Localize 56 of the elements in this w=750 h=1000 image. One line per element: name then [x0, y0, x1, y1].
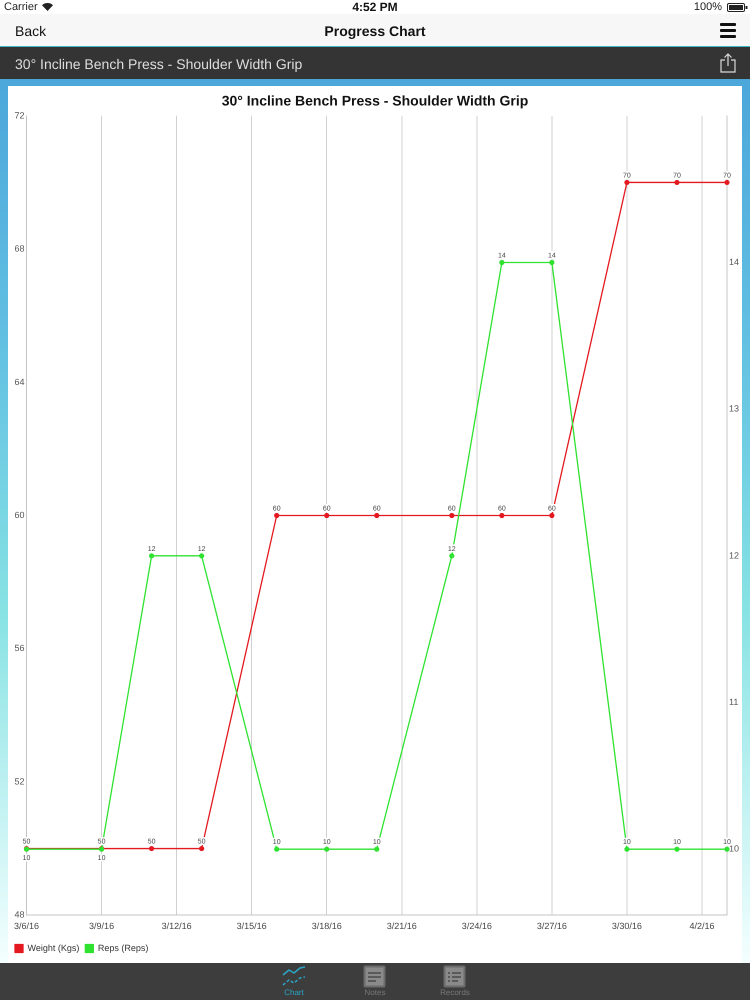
point: [449, 553, 454, 558]
point: [499, 260, 504, 266]
point: [624, 180, 630, 186]
y2-tick-label: 14: [729, 256, 740, 267]
point: [674, 180, 680, 186]
x-tick-label: 3/27/16: [536, 921, 567, 932]
point: [324, 846, 330, 852]
point: [549, 260, 554, 266]
y-tick-label: 72: [14, 110, 25, 120]
point: [149, 846, 154, 852]
y2-tick-label: 12: [729, 550, 740, 560]
y-tick-label: 52: [14, 776, 25, 786]
y2-tick-label: 13: [729, 404, 740, 414]
point: [624, 846, 630, 852]
x-tick-label: 3/18/16: [312, 921, 342, 932]
x-tick-label: 3/9/16: [89, 921, 114, 932]
x-tick-label: 3/24/16: [462, 921, 492, 932]
point: [499, 512, 504, 518]
text: Notes: [364, 988, 386, 997]
y-tick-label: 68: [14, 244, 25, 254]
text: Chart: [284, 988, 304, 997]
x-tick-label: 3/15/16: [236, 921, 267, 932]
y-tick-label: 56: [14, 643, 25, 654]
text: 100%: [694, 1, 722, 13]
point: [549, 512, 554, 518]
point: [274, 512, 280, 518]
x-tick-label: 4/2/16: [689, 921, 714, 932]
point: [449, 512, 454, 518]
x-tick-label: 3/12/16: [162, 921, 192, 932]
y2-tick-label: 11: [729, 697, 738, 707]
point: [374, 512, 380, 518]
y-tick-label: 48: [14, 910, 25, 920]
x-tick-label: 3/21/16: [386, 921, 417, 932]
point: [324, 512, 330, 518]
y-tick-label: 60: [14, 510, 25, 520]
point: [199, 846, 204, 852]
y-tick-label: 64: [14, 376, 25, 387]
point: [674, 846, 680, 852]
point: [724, 180, 730, 186]
point: [199, 553, 204, 558]
text: Progress Chart: [324, 23, 426, 39]
legend-label: Reps (Reps): [98, 942, 148, 953]
point: [374, 846, 380, 852]
point: [724, 846, 730, 852]
y2-tick-label: 10: [729, 844, 740, 854]
chart-title: 30° Incline Bench Press - Shoulder Width Grip: [222, 92, 528, 108]
point: [274, 846, 280, 852]
text: 4:52 PM: [352, 0, 398, 14]
legend-label: Weight (Kgs): [28, 942, 80, 953]
x-tick-label: 3/30/16: [612, 921, 642, 932]
text: Carrier: [4, 1, 38, 13]
text: Back: [15, 23, 46, 39]
point: [149, 553, 154, 558]
x-tick-label: 3/6/16: [14, 921, 40, 932]
text: Records: [440, 988, 470, 997]
text: 30° Incline Bench Press - Shoulder Width Grip: [15, 56, 302, 72]
